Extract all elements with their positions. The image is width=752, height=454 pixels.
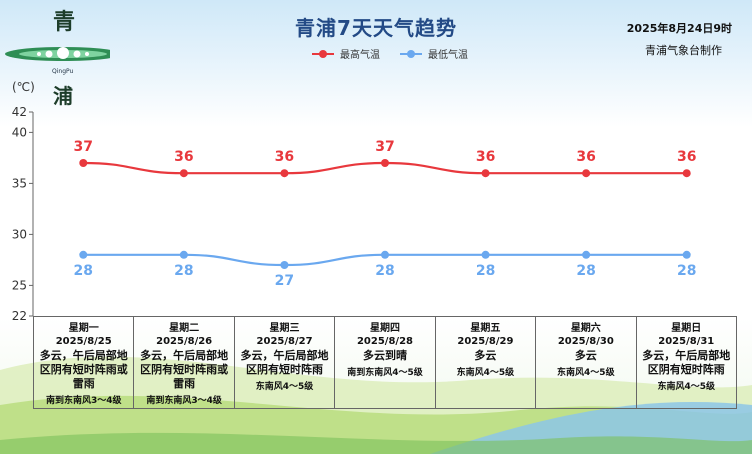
forecast-day-cell: 星期一 2025/8/25 多云，午后局部地区阴有短时阵雨或雷雨南到东南风3～4级 — [32, 316, 135, 409]
y-axis-unit: (℃) — [12, 80, 35, 94]
day-wind: 南到东南风3～4级 — [45, 396, 122, 406]
day-wind: 东南风4～5级 — [557, 368, 615, 378]
day-date: 2025/8/28 — [356, 336, 413, 347]
legend-label-high: 最高气温 — [340, 50, 380, 61]
low-temp-point — [79, 250, 88, 259]
forecast-day-cell: 星期四 2025/8/28 多云到晴南到东南风4～5级 — [334, 316, 436, 409]
high-temp-label: 37 — [375, 139, 394, 155]
day-wind: 东南风4～5级 — [255, 382, 314, 392]
issue-date: 2025年8月24日9时 — [626, 22, 732, 35]
high-temp-point — [381, 159, 389, 167]
legend-label-low: 最低气温 — [428, 50, 468, 61]
logo-char-top: 青 — [53, 9, 76, 35]
legend: 最高气温 最低气温 — [312, 46, 468, 61]
day-weather: 多云，午后局部地区阴有短时阵雨 — [642, 349, 731, 376]
day-date: 2025/8/29 — [457, 336, 514, 347]
logo-emblem-icon — [5, 47, 110, 61]
low-temp-point — [682, 250, 691, 259]
forecast-day-cell: 星期五 2025/8/29 多云东南风4～5级 — [434, 316, 537, 409]
high-temp-label: 36 — [677, 149, 696, 165]
issuing-office: 青浦气象台制作 — [645, 44, 722, 57]
y-tick-label: 22 — [12, 309, 27, 323]
low-temp-point — [381, 250, 389, 259]
low-temp-label: 28 — [576, 263, 595, 279]
day-week: 星期日 — [671, 323, 702, 334]
day-week: 星期四 — [369, 323, 400, 334]
low-temp-label: 28 — [375, 263, 394, 279]
chart-title: 青浦7天天气趋势 — [295, 16, 457, 40]
day-weather: 多云 — [474, 349, 497, 362]
day-weather: 多云，午后局部地区阴有短时阵雨或雷雨 — [39, 349, 128, 390]
day-week: 星期一 — [68, 323, 99, 334]
day-date: 2025/8/27 — [256, 336, 313, 347]
low-temp-label: 28 — [476, 263, 495, 279]
low-temp-point — [280, 261, 289, 269]
day-weather: 多云到晴 — [362, 349, 407, 362]
day-weather: 多云 — [574, 349, 597, 362]
day-week: 星期五 — [470, 323, 501, 334]
y-tick-label: 35 — [12, 176, 27, 190]
low-temp-label: 27 — [275, 273, 294, 289]
low-temp-label: 28 — [74, 263, 93, 279]
day-wind: 东南风4～5级 — [456, 368, 515, 378]
low-temp-point — [582, 250, 591, 259]
logo-subtitle: QingPu — [52, 68, 74, 75]
day-wind: 南到东南风3～4级 — [146, 396, 222, 406]
high-temp-label: 36 — [275, 149, 294, 165]
high-temp-point — [280, 169, 289, 178]
y-tick-label: 42 — [12, 105, 27, 119]
low-temp-label: 28 — [174, 263, 193, 279]
day-date: 2025/8/30 — [557, 336, 614, 347]
day-weather: 多云，午后局部地区阴有短时阵雨或雷雨 — [140, 349, 229, 390]
legend-swatch-high — [312, 49, 334, 58]
forecast-day-cell: 星期日 2025/8/31 多云，午后局部地区阴有短时阵雨东南风4～5级 — [635, 316, 738, 409]
high-temp-point — [682, 169, 691, 178]
high-temp-label: 36 — [576, 149, 595, 165]
day-wind: 南到东南风4～5级 — [347, 368, 423, 378]
legend-item-high: 最高气温 — [312, 46, 380, 61]
forecast-row: 星期一 2025/8/25 多云，午后局部地区阴有短时阵雨或雷雨 南到东南风3～4级星… — [32, 316, 738, 409]
high-temp-point — [481, 169, 490, 178]
low-temp-point — [481, 250, 490, 259]
high-temp-label: 36 — [476, 149, 495, 165]
forecast-day-cell: 星期二 2025/8/26 多云，午后局部地区阴有短时阵雨或雷雨南到东南风3～4级 — [133, 316, 235, 409]
high-temp-point — [179, 169, 188, 178]
day-week: 星期三 — [269, 323, 300, 334]
day-weather: 多云，午后局部地区阴有短时阵雨 — [240, 349, 329, 376]
y-ticks: 22 25 30 35 40 42 — [12, 105, 33, 323]
day-week: 星期二 — [169, 323, 200, 334]
day-date: 2025/8/26 — [156, 336, 213, 347]
forecast-day-cell: 星期三 2025/8/27 多云，午后局部地区阴有短时阵雨东南风4～5级 — [233, 316, 336, 409]
y-tick-label: 40 — [12, 125, 27, 139]
series-marks: 37 36 36 37 36 36 36 28 28 27 28 28 28 28 — [74, 139, 697, 289]
forecast-table: 星期一 2025/8/25 多云，午后局部地区阴有短时阵雨或雷雨 南到东南风3～4级星… — [32, 316, 738, 409]
high-temp-point — [582, 169, 591, 178]
day-date: 2025/8/31 — [658, 336, 715, 347]
day-wind: 东南风4～5级 — [657, 382, 716, 392]
high-temp-label: 36 — [174, 149, 193, 165]
day-week: 星期六 — [570, 323, 601, 334]
forecast-day-cell: 星期六 2025/8/30 多云东南风4～5级 — [535, 316, 637, 409]
legend-item-low: 最低气温 — [400, 46, 468, 61]
day-date: 2025/8/25 — [55, 336, 112, 347]
low-temp-point — [179, 250, 188, 259]
y-tick-label: 25 — [12, 278, 27, 292]
legend-swatch-low — [400, 49, 422, 58]
y-tick-label: 30 — [12, 227, 27, 241]
low-temp-label: 28 — [677, 263, 696, 279]
high-temp-point — [79, 159, 88, 167]
high-temp-label: 37 — [74, 139, 93, 155]
logo-char-bottom: 浦 — [53, 84, 73, 108]
